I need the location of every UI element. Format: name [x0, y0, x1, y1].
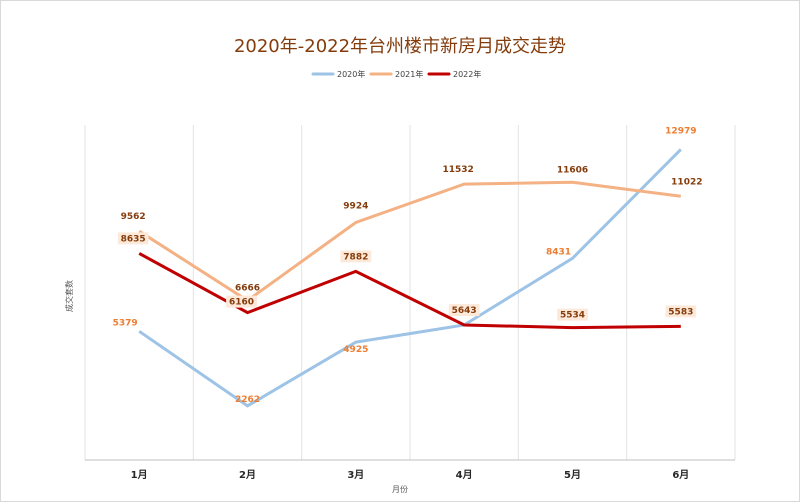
x-tick-label: 6月 [672, 469, 689, 481]
data-label: 5643 [448, 303, 480, 316]
data-label: 5534 [557, 308, 588, 321]
data-label: 11532 [443, 165, 474, 175]
data-label-bg [448, 303, 480, 316]
series-line-1 [138, 148, 682, 408]
legend-label: 2022年 [453, 69, 481, 79]
data-label-text: 11022 [671, 177, 702, 187]
data-label-bg [117, 232, 149, 245]
data-label-text: 5583 [668, 307, 693, 317]
data-label: 5583 [665, 305, 697, 318]
data-label: 4925 [343, 345, 368, 355]
data-label: 6666 [235, 283, 260, 293]
legend-item: 2021年 [369, 69, 423, 79]
data-label: 9924 [343, 202, 368, 212]
data-label-text: 9562 [121, 212, 146, 222]
data-label: 8635 [117, 232, 149, 245]
x-axis-title: 月份 [392, 484, 408, 494]
legend-label: 2020年 [337, 69, 365, 79]
data-labels: 5379 2262 4925 8431 12979 9562 6666 9924 11532 11… [113, 126, 703, 404]
x-tick-label: 1月 [131, 469, 148, 481]
data-label-text: 12979 [665, 126, 696, 136]
data-label: 6160 [226, 295, 257, 308]
data-label-text: 7882 [343, 252, 368, 262]
data-label-text: 8431 [546, 247, 571, 257]
x-axis: 1月 2月 3月 4月 5月 6月 [85, 459, 735, 481]
data-label-text: 5534 [560, 311, 585, 321]
chart-title: 2020年-2022年台州楼市新房月成交走势 [234, 36, 566, 57]
x-tick-label: 3月 [347, 469, 364, 481]
series-line-2 [138, 180, 681, 303]
legend: 2020年 2021年 2022年 [311, 69, 481, 79]
data-label: 7882 [340, 250, 372, 263]
x-tick-label: 4月 [456, 469, 473, 481]
data-label-text: 5379 [113, 318, 138, 328]
data-label-text: 5643 [452, 306, 477, 316]
data-label: 9562 [121, 212, 146, 222]
data-label-bg [340, 250, 372, 263]
x-tick-label: 2月 [239, 469, 256, 481]
y-axis-title: 成交套数 [64, 280, 74, 312]
legend-item: 2022年 [427, 69, 481, 79]
data-label-bg [226, 295, 257, 308]
data-label: 12979 [665, 126, 696, 136]
legend-label: 2021年 [395, 69, 423, 79]
legend-item: 2020年 [311, 69, 365, 79]
x-tick-label: 5月 [564, 469, 581, 481]
data-label-text: 11532 [443, 165, 474, 175]
data-label-bg [665, 305, 697, 318]
data-label: 11606 [557, 165, 588, 175]
data-label-text: 6666 [235, 283, 260, 293]
data-label-text: 4925 [343, 345, 368, 355]
data-label: 5379 [113, 318, 138, 328]
data-label-bg [557, 308, 588, 321]
data-label-text: 9924 [343, 202, 368, 212]
data-label: 2262 [235, 395, 260, 405]
data-label-text: 8635 [121, 234, 146, 244]
data-label: 11022 [671, 177, 702, 187]
data-label-text: 6160 [229, 298, 254, 308]
data-label: 8431 [546, 247, 571, 257]
data-label-text: 2262 [235, 395, 260, 405]
data-label-text: 11606 [557, 165, 588, 175]
